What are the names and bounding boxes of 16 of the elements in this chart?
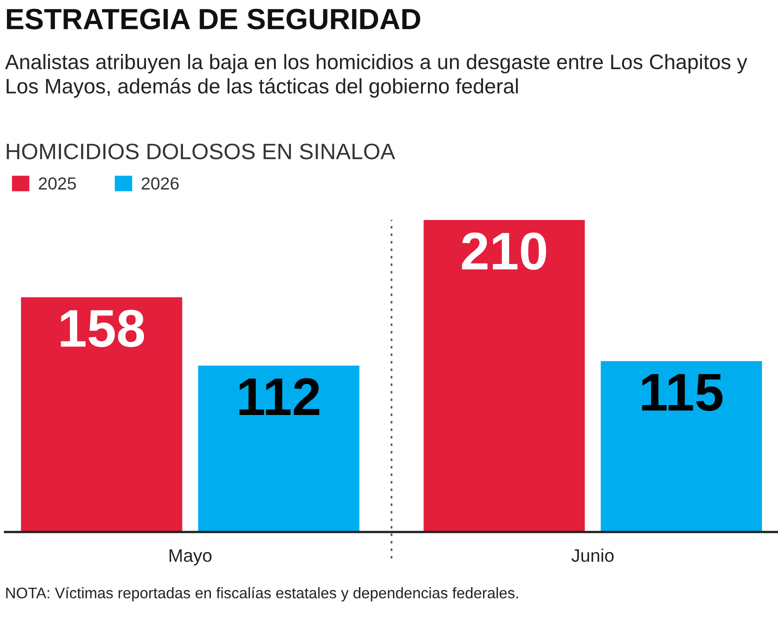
x-tick-label: Mayo <box>170 549 212 566</box>
legend-label: 2025 <box>38 177 76 190</box>
data-label: 210 <box>462 232 546 270</box>
data-label: 115 <box>642 374 722 412</box>
text: NOTA: Víctimas reportadas en fiscalías estatales y dependencias federales. <box>6 587 518 602</box>
data-label: 158 <box>60 310 144 348</box>
bar <box>21 297 182 532</box>
bar <box>600 361 762 532</box>
data-label: 112 <box>240 378 320 415</box>
chart-subtitle: Analistas atribuyen la baja en los homicidios a un desgaste entre Los Chapitos y Los Mayos, además de las tácticas del gobierno federal <box>5 54 748 98</box>
bar <box>198 366 360 532</box>
bar <box>424 220 585 532</box>
x-tick-label: Junio <box>572 548 614 562</box>
legend-label: 2026 <box>142 177 179 190</box>
text: HOMICIDIOS DOLOSOS EN SINALOA <box>6 144 396 160</box>
chart-title: ESTRATEGIA DE SEGURIDAD <box>6 8 420 30</box>
